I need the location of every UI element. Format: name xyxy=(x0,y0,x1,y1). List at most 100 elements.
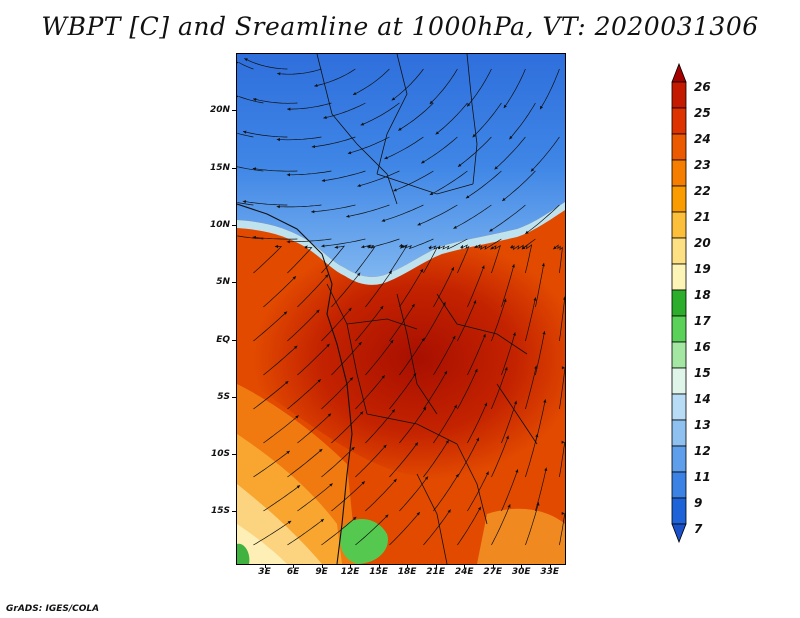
streamline-arrowhead xyxy=(481,265,485,269)
streamline-arrowhead xyxy=(504,367,508,371)
streamline xyxy=(360,102,400,126)
streamline xyxy=(491,298,507,342)
lat-tick xyxy=(232,511,236,513)
streamline xyxy=(346,204,390,218)
streamline-arrowhead xyxy=(507,504,511,508)
streamline xyxy=(501,469,519,512)
streamline xyxy=(287,309,320,342)
streamline-arrowhead xyxy=(296,485,301,489)
colorbar-label: 13 xyxy=(694,418,711,432)
streamline xyxy=(389,511,421,546)
streamline xyxy=(238,62,254,70)
streamline xyxy=(253,520,292,546)
lat-tick xyxy=(232,282,236,284)
lon-tick xyxy=(264,564,266,568)
streamline-arrowhead xyxy=(453,404,457,409)
streamline xyxy=(423,439,449,478)
streamline xyxy=(539,68,560,110)
streamline-arrowhead xyxy=(237,235,238,237)
streamline-arrowhead xyxy=(473,300,477,304)
streamline xyxy=(365,409,396,444)
streamline-arrowhead xyxy=(474,245,478,248)
southeast-orange-patch xyxy=(477,508,565,564)
streamline xyxy=(530,136,560,172)
streamline xyxy=(399,337,425,376)
streamline xyxy=(276,136,322,141)
streamline xyxy=(491,504,511,546)
streamline-arrowhead xyxy=(252,235,256,239)
streamline xyxy=(457,368,478,410)
streamline xyxy=(237,202,254,206)
streamline-arrowhead xyxy=(467,103,471,107)
streamline xyxy=(559,442,565,478)
lon-tick xyxy=(350,564,352,568)
streamline xyxy=(263,415,299,444)
streamline-arrowhead xyxy=(536,502,540,506)
colorbar-label: 19 xyxy=(694,262,711,276)
streamline xyxy=(355,305,384,342)
streamline xyxy=(252,236,298,240)
colorbar-label: 23 xyxy=(694,158,711,172)
colorbar-box xyxy=(671,237,687,265)
streamline-arrowhead xyxy=(326,343,330,348)
streamline-arrowhead xyxy=(347,151,352,155)
streamline-arrowhead xyxy=(455,474,459,478)
streamline-arrowhead xyxy=(293,345,298,349)
colorbar-box xyxy=(671,185,687,213)
streamline-arrowhead xyxy=(348,307,352,312)
streamline xyxy=(398,102,434,131)
streamline-arrowhead xyxy=(317,379,321,383)
streamline-arrowhead xyxy=(287,107,291,111)
lon-tick xyxy=(549,564,551,568)
streamline xyxy=(321,377,354,410)
streamline-arrowhead xyxy=(474,368,478,373)
streamline-arrowhead xyxy=(535,433,539,438)
streamline xyxy=(559,296,565,342)
streamline xyxy=(457,244,470,274)
colorbar-label: 15 xyxy=(694,366,711,380)
streamline xyxy=(389,303,415,342)
streamline-arrowhead xyxy=(277,72,281,76)
streamline-arrowhead xyxy=(477,506,481,511)
colorbar-box xyxy=(671,315,687,343)
colorbar-label: 22 xyxy=(694,184,711,198)
streamline xyxy=(437,238,468,250)
lon-label: 24E xyxy=(454,567,474,577)
streamline xyxy=(361,238,400,249)
streamline xyxy=(525,297,536,342)
streamline-arrowhead xyxy=(383,444,387,449)
streamline-arrowhead xyxy=(541,263,545,267)
streamline-arrowhead xyxy=(367,244,371,248)
streamline-arrowhead xyxy=(320,519,324,523)
streamline-arrowhead xyxy=(512,332,516,336)
streamline-arrowhead xyxy=(521,246,526,250)
streamline xyxy=(472,102,502,138)
streamline-arrowhead xyxy=(252,167,257,171)
streamline-arrowhead xyxy=(429,192,434,195)
lon-tick xyxy=(293,564,295,568)
streamline xyxy=(253,311,288,342)
streamline-arrowhead xyxy=(360,122,365,126)
streamline-arrowhead xyxy=(553,246,557,250)
streamline xyxy=(399,406,427,444)
colorbar-box xyxy=(671,497,687,525)
streamline-arrowhead xyxy=(361,481,365,485)
streamline-arrowhead xyxy=(484,402,488,407)
streamline xyxy=(389,372,417,410)
streamline-arrowhead xyxy=(393,478,397,483)
streamline-arrowhead xyxy=(398,127,402,131)
streamline-arrowhead xyxy=(316,309,320,314)
streamline xyxy=(435,102,468,135)
streamline-arrowhead xyxy=(304,245,308,249)
streamline xyxy=(423,509,451,546)
colorbar-box xyxy=(671,289,687,317)
streamline-arrowhead xyxy=(561,440,565,444)
streamline-arrowhead xyxy=(428,245,432,250)
streamline-arrowhead xyxy=(399,243,403,247)
streamline xyxy=(535,262,545,308)
streamline xyxy=(423,370,448,410)
lon-label: 33E xyxy=(540,567,560,577)
streamline-arrowhead xyxy=(561,366,565,370)
streamline-arrowhead xyxy=(494,166,498,170)
streamline xyxy=(287,448,323,478)
